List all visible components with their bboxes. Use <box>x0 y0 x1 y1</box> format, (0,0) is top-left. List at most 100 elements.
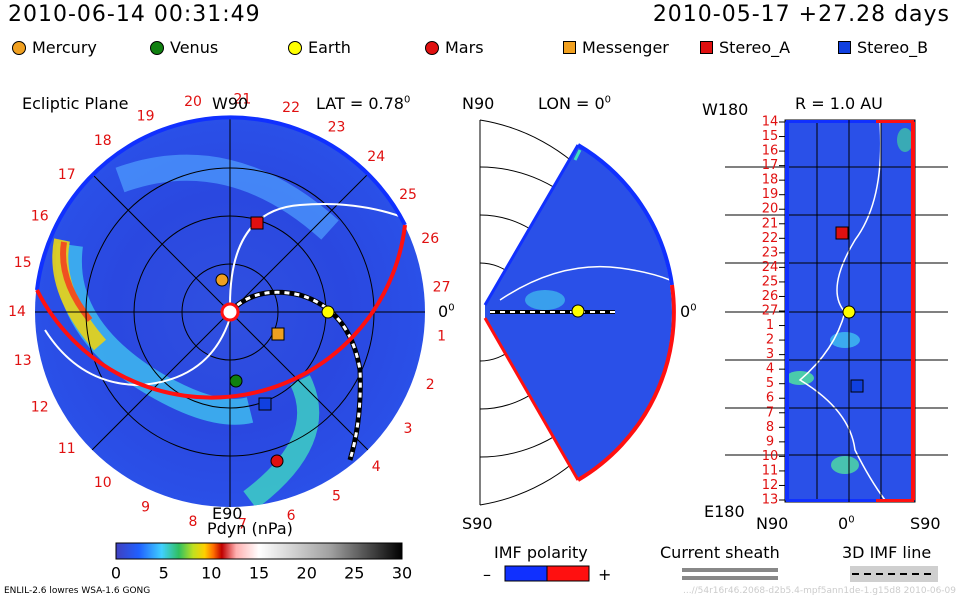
legend-messenger: Messenger <box>563 38 669 57</box>
radial-day-label: 2 <box>766 333 774 348</box>
ecliptic-bottom-label: E90 <box>212 504 243 523</box>
earth-marker-meridional <box>571 304 585 318</box>
stereo-b-marker-radial <box>850 379 864 393</box>
carrington-label: 20 <box>184 94 202 110</box>
colorbar-tick-label: 25 <box>344 564 364 583</box>
messenger-marker-icon <box>563 41 576 54</box>
colorbar-title: Pdyn (nPa) <box>207 519 293 538</box>
carrington-label: 27 <box>433 279 451 295</box>
colorbar-tick-label: 30 <box>392 564 412 583</box>
radial-day-label: 10 <box>762 449 779 464</box>
imf-negative-swatch <box>504 565 548 582</box>
carrington-label: 8 <box>189 514 198 530</box>
radial-panel: 1415161718192021222324252627123456789101… <box>725 115 948 508</box>
radial-day-label: 6 <box>766 391 774 406</box>
lon-label: LON = 00 <box>538 94 612 113</box>
carrington-label: 21 <box>233 91 251 107</box>
stereo-b-marker-icon <box>838 41 851 54</box>
colorbar-ticks: 0 5 10 15 20 25 30 <box>111 564 412 583</box>
radial-day-label: 19 <box>762 187 779 202</box>
radial-day-label: 7 <box>766 405 774 420</box>
radial-day-label: 12 <box>762 478 779 493</box>
legend-label: Mercury <box>32 38 97 57</box>
stereo-a-marker <box>250 216 264 230</box>
carrington-label: 25 <box>399 187 417 203</box>
venus-marker-icon <box>150 40 164 55</box>
earth-marker <box>321 305 335 319</box>
radial-day-label: 17 <box>762 158 779 173</box>
current-sheath-title: Current sheath <box>660 543 780 562</box>
carrington-label: 9 <box>141 500 150 516</box>
stereo-a-marker-icon <box>700 41 713 54</box>
venus-marker <box>229 374 243 388</box>
carrington-label: 1 <box>437 329 446 345</box>
colorbar-tick-label: 5 <box>159 564 169 583</box>
radial-day-label: 13 <box>762 493 779 508</box>
meridional-panel <box>479 119 676 506</box>
carrington-label: 14 <box>8 304 26 320</box>
stereo-a-marker-radial <box>835 226 849 240</box>
carrington-label: 13 <box>14 353 32 369</box>
legend-stereo-a: Stereo_A <box>700 38 790 57</box>
legend-label: Mars <box>445 38 484 57</box>
meridional-top-label: N90 <box>462 94 495 113</box>
imf-positive-swatch <box>546 565 590 582</box>
mars-marker <box>270 454 284 468</box>
carrington-label: 12 <box>31 400 49 416</box>
carrington-label: 16 <box>31 208 49 224</box>
datetime-label: 2010-06-14 00:31:49 <box>8 2 261 27</box>
carrington-label: 3 <box>404 421 413 437</box>
meridional-right-label: 00 <box>680 302 697 321</box>
legend-venus: Venus <box>150 38 218 57</box>
carrington-label: 22 <box>282 100 300 116</box>
carrington-label: 18 <box>94 133 112 149</box>
carrington-label: 17 <box>58 167 76 183</box>
ecliptic-title: Ecliptic Plane <box>22 94 129 113</box>
ecliptic-top-label: W90 <box>212 94 249 113</box>
carrington-label: 4 <box>372 459 381 475</box>
radial-bottom-label: E180 <box>704 502 745 521</box>
sheath-swatch-top <box>682 568 778 572</box>
earth-marker-radial <box>842 305 856 319</box>
legend-earth: Earth <box>288 38 351 57</box>
colorbar <box>115 542 403 560</box>
carrington-label: 26 <box>421 231 439 247</box>
sheath-swatch-bottom <box>682 576 778 580</box>
radial-day-label: 20 <box>762 202 779 217</box>
carrington-label: 6 <box>287 508 296 524</box>
carrington-label: 10 <box>94 475 112 491</box>
radial-day-label: 26 <box>762 289 779 304</box>
imf-polarity-title: IMF polarity <box>494 543 588 562</box>
radial-day-label: 27 <box>762 304 779 319</box>
radial-day-label: 14 <box>762 115 779 130</box>
legend-label: Stereo_A <box>719 38 791 57</box>
radial-day-label: 24 <box>762 260 779 275</box>
radial-day-label: 11 <box>762 463 779 478</box>
carrington-label: 23 <box>328 120 346 136</box>
imf3d-title: 3D IMF line <box>842 543 932 562</box>
carrington-label: 7 <box>238 517 247 533</box>
legend-label: Stereo_B <box>857 38 929 57</box>
colorbar-tick-label: 10 <box>201 564 221 583</box>
radial-x-mid: 00 <box>838 514 855 533</box>
legend-mars: Mars <box>425 38 484 57</box>
reference-label: 2010-05-17 +27.28 days <box>652 2 950 27</box>
messenger-marker <box>271 327 285 341</box>
radial-day-label: 15 <box>762 129 779 144</box>
radial-day-label: 21 <box>762 216 779 231</box>
colorbar-tick-label: 20 <box>297 564 317 583</box>
imf-minus-label: – <box>483 565 491 584</box>
carrington-label: 24 <box>367 149 385 165</box>
stereo-b-marker <box>258 397 272 411</box>
radial-day-label: 8 <box>766 420 774 435</box>
carrington-label: 19 <box>137 108 155 124</box>
legend-stereo-b: Stereo_B <box>838 38 928 57</box>
legend-label: Venus <box>170 38 219 57</box>
radial-r-label: R = 1.0 AU <box>795 94 883 113</box>
radial-day-label: 3 <box>766 347 774 362</box>
radial-day-label: 18 <box>762 173 779 188</box>
radial-x-right: S90 <box>910 514 941 533</box>
earth-marker-icon <box>288 40 302 55</box>
